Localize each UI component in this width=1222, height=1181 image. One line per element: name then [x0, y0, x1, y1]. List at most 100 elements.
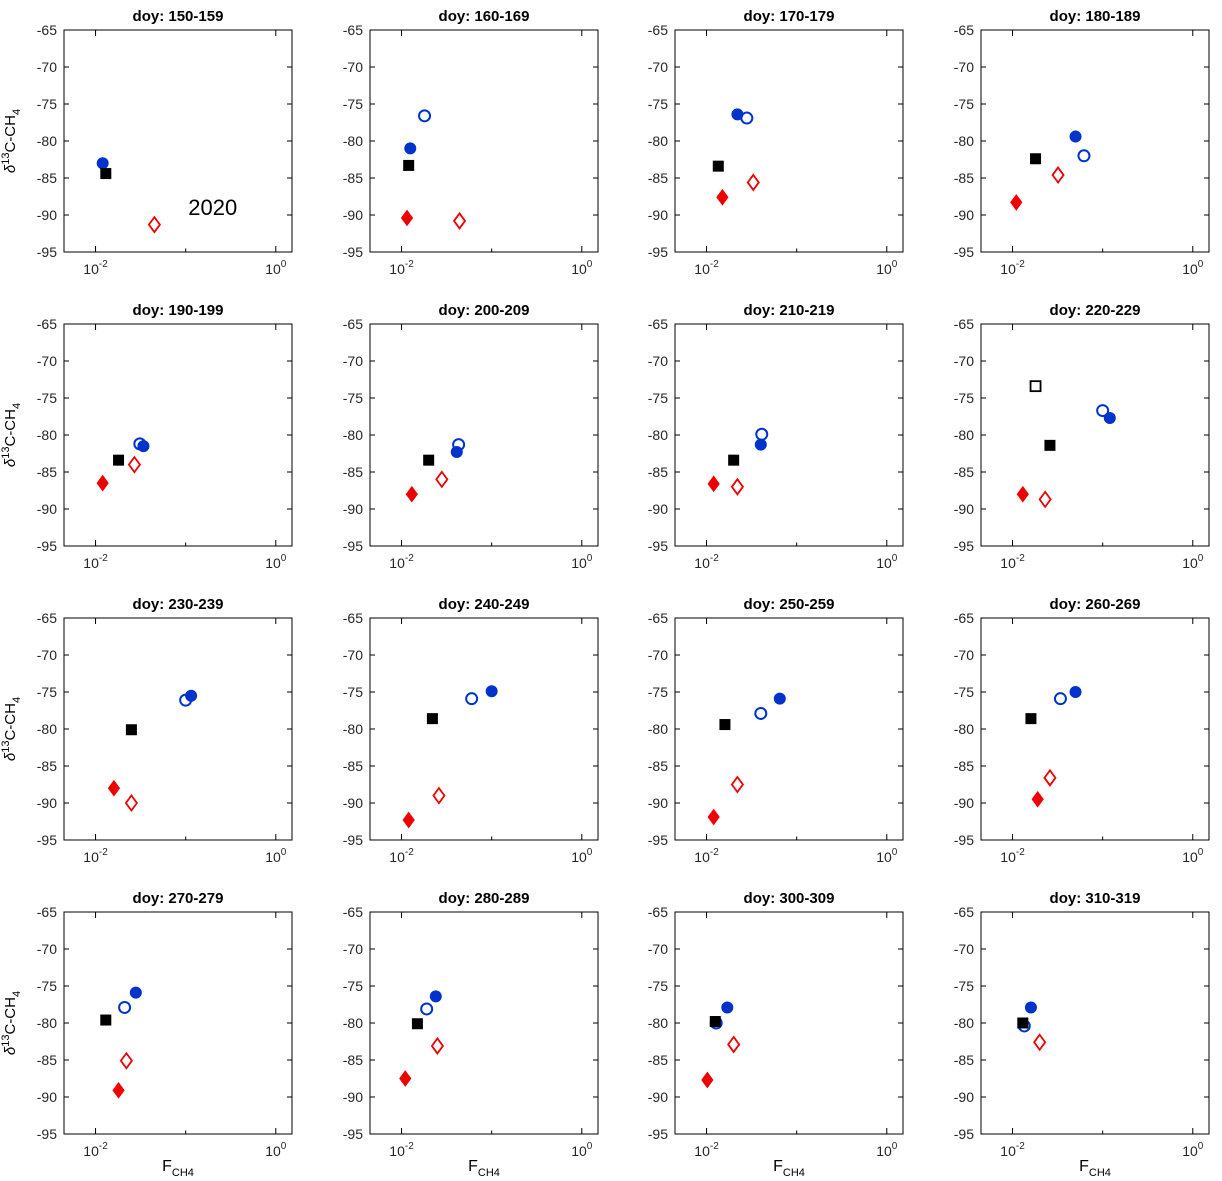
- y-tick-label: -65: [37, 610, 57, 626]
- marker-circle-filled: [97, 158, 108, 169]
- x-tick-label: 10-2: [1000, 1141, 1025, 1159]
- marker-square-filled: [101, 1015, 111, 1025]
- subplot-title: doy: 180-189: [1049, 8, 1140, 25]
- plot-box: [64, 618, 292, 840]
- y-tick-label: -80: [648, 721, 668, 737]
- y-tick-label: -95: [342, 1126, 362, 1142]
- y-tick-label: -90: [342, 1089, 362, 1105]
- x-tick-label: 10-2: [1000, 847, 1025, 865]
- y-tick-label: -80: [953, 721, 973, 737]
- marker-circle-filled: [404, 143, 415, 154]
- y-tick-label: -75: [648, 978, 668, 994]
- x-tick-label: 100: [876, 259, 898, 277]
- y-tick-label: -65: [342, 22, 362, 38]
- y-axis-label: δ13C-CH4: [0, 697, 23, 761]
- y-tick-label: -85: [37, 170, 57, 186]
- y-tick-label: -85: [342, 464, 362, 480]
- y-tick-label: -85: [37, 758, 57, 774]
- y-tick-label: -70: [648, 59, 668, 75]
- y-tick-label: -75: [953, 978, 973, 994]
- y-tick-label: -95: [37, 832, 57, 848]
- x-tick-label: 100: [571, 259, 593, 277]
- y-tick-label: -90: [648, 207, 668, 223]
- x-tick-label: 100: [571, 1141, 593, 1159]
- y-tick-label: -95: [953, 832, 973, 848]
- x-axis-label: FCH4: [162, 1158, 194, 1176]
- y-tick-label: -70: [37, 353, 57, 369]
- y-tick-label: -80: [342, 133, 362, 149]
- y-tick-label: -85: [953, 170, 973, 186]
- y-tick-label: -90: [37, 1089, 57, 1105]
- x-tick-label: 10-2: [83, 259, 108, 277]
- y-tick-label: -90: [342, 795, 362, 811]
- plot-box: [64, 30, 292, 252]
- subplot-title: doy: 190-199: [133, 302, 224, 319]
- y-tick-label: -85: [342, 1052, 362, 1068]
- y-tick-label: -90: [953, 795, 973, 811]
- x-tick-label: 10-2: [1000, 553, 1025, 571]
- y-tick-label: -85: [342, 758, 362, 774]
- y-tick-label: -90: [953, 207, 973, 223]
- x-tick-label: 100: [571, 847, 593, 865]
- plot-box: [370, 324, 598, 546]
- y-tick-label: -90: [648, 501, 668, 517]
- plot-box: [675, 618, 903, 840]
- y-tick-label: -70: [342, 59, 362, 75]
- y-tick-label: -95: [37, 538, 57, 554]
- subplot-title: doy: 310-319: [1049, 890, 1140, 907]
- plot-box: [675, 324, 903, 546]
- y-tick-label: -75: [648, 390, 668, 406]
- y-tick-label: -70: [342, 941, 362, 957]
- y-tick-label: -75: [342, 96, 362, 112]
- marker-circle-filled: [430, 991, 441, 1002]
- y-tick-label: -65: [953, 22, 973, 38]
- y-tick-label: -75: [953, 390, 973, 406]
- y-tick-label: -70: [953, 941, 973, 957]
- marker-circle-filled: [1025, 1002, 1036, 1013]
- y-tick-label: -90: [342, 207, 362, 223]
- svg-text:δ13C-CH4: δ13C-CH4: [0, 403, 23, 467]
- y-tick-label: -65: [342, 316, 362, 332]
- y-tick-label: -85: [648, 1052, 668, 1068]
- y-tick-label: -70: [648, 941, 668, 957]
- x-tick-label: 100: [265, 847, 287, 865]
- y-tick-label: -90: [37, 207, 57, 223]
- y-tick-label: -80: [648, 133, 668, 149]
- y-tick-label: -70: [37, 647, 57, 663]
- y-tick-label: -95: [342, 832, 362, 848]
- y-tick-label: -95: [953, 1126, 973, 1142]
- x-tick-label: 10-2: [1000, 259, 1025, 277]
- y-tick-label: -85: [953, 464, 973, 480]
- y-tick-label: -90: [648, 795, 668, 811]
- y-tick-label: -75: [953, 684, 973, 700]
- y-tick-label: -75: [648, 96, 668, 112]
- y-tick-label: -65: [37, 316, 57, 332]
- y-tick-label: -75: [342, 978, 362, 994]
- y-tick-label: -70: [648, 647, 668, 663]
- y-tick-label: -75: [37, 96, 57, 112]
- y-tick-label: -80: [342, 721, 362, 737]
- y-tick-label: -65: [342, 904, 362, 920]
- y-tick-label: -80: [37, 427, 57, 443]
- y-tick-label: -95: [648, 832, 668, 848]
- y-tick-label: -65: [37, 904, 57, 920]
- year-annotation: 2020: [188, 195, 237, 220]
- y-tick-label: -70: [648, 353, 668, 369]
- marker-square-filled: [713, 161, 723, 171]
- y-tick-label: -90: [37, 501, 57, 517]
- subplot-title: doy: 270-279: [133, 890, 224, 907]
- y-tick-label: -95: [953, 244, 973, 260]
